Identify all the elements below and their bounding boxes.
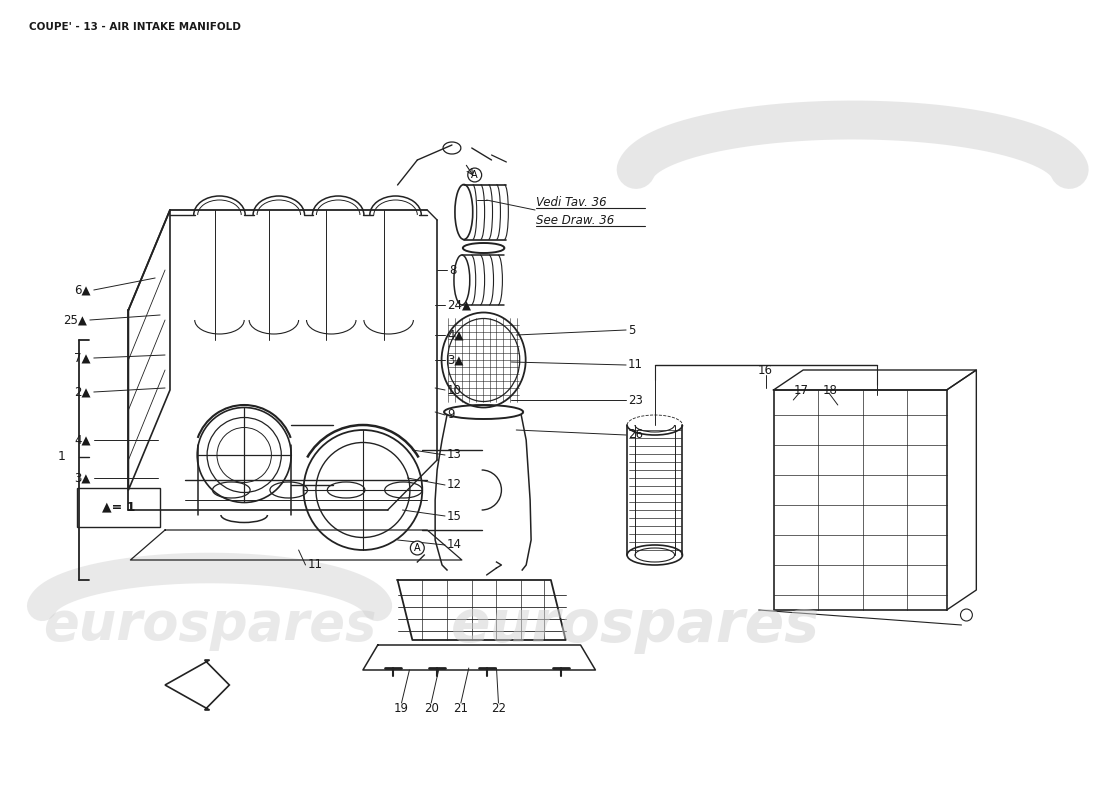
Text: 17: 17 bbox=[793, 383, 808, 397]
Text: 9: 9 bbox=[447, 409, 454, 422]
Text: 11: 11 bbox=[628, 358, 643, 371]
Text: A: A bbox=[414, 543, 420, 553]
Text: See Draw. 36: See Draw. 36 bbox=[536, 214, 614, 226]
Text: 21: 21 bbox=[453, 702, 469, 714]
Text: 15: 15 bbox=[447, 510, 462, 522]
Text: eurospares: eurospares bbox=[451, 597, 820, 654]
Text: 4▲: 4▲ bbox=[75, 434, 91, 446]
Text: 22: 22 bbox=[491, 702, 506, 714]
Text: 5: 5 bbox=[628, 323, 636, 337]
Text: 6▲: 6▲ bbox=[75, 283, 91, 297]
Text: 8: 8 bbox=[449, 263, 456, 277]
Text: 12: 12 bbox=[447, 478, 462, 491]
Text: 10: 10 bbox=[447, 383, 462, 397]
Text: 26: 26 bbox=[628, 429, 643, 442]
Text: 20: 20 bbox=[424, 702, 439, 714]
Text: 3▲: 3▲ bbox=[75, 471, 91, 485]
Text: 11: 11 bbox=[308, 558, 322, 571]
Text: eurospares: eurospares bbox=[43, 599, 376, 651]
Text: A: A bbox=[472, 170, 478, 180]
Text: 18: 18 bbox=[823, 383, 838, 397]
Text: 4▲: 4▲ bbox=[447, 329, 463, 342]
Text: 7▲: 7▲ bbox=[75, 351, 91, 365]
Text: 14: 14 bbox=[447, 538, 462, 551]
Text: 19: 19 bbox=[394, 702, 409, 714]
Text: 24▲: 24▲ bbox=[447, 298, 471, 311]
Text: 2▲: 2▲ bbox=[75, 386, 91, 398]
Text: 23: 23 bbox=[628, 394, 642, 406]
Text: ▲= 1: ▲= 1 bbox=[102, 501, 135, 514]
Text: 1: 1 bbox=[57, 450, 65, 463]
Text: 3▲: 3▲ bbox=[447, 354, 463, 366]
Text: Vedi Tav. 36: Vedi Tav. 36 bbox=[536, 195, 607, 209]
Polygon shape bbox=[165, 660, 229, 710]
Text: COUPE' - 13 - AIR INTAKE MANIFOLD: COUPE' - 13 - AIR INTAKE MANIFOLD bbox=[30, 22, 241, 32]
Text: 13: 13 bbox=[447, 449, 462, 462]
Text: 16: 16 bbox=[758, 363, 773, 377]
FancyBboxPatch shape bbox=[77, 488, 161, 527]
Text: 25▲: 25▲ bbox=[63, 314, 87, 326]
